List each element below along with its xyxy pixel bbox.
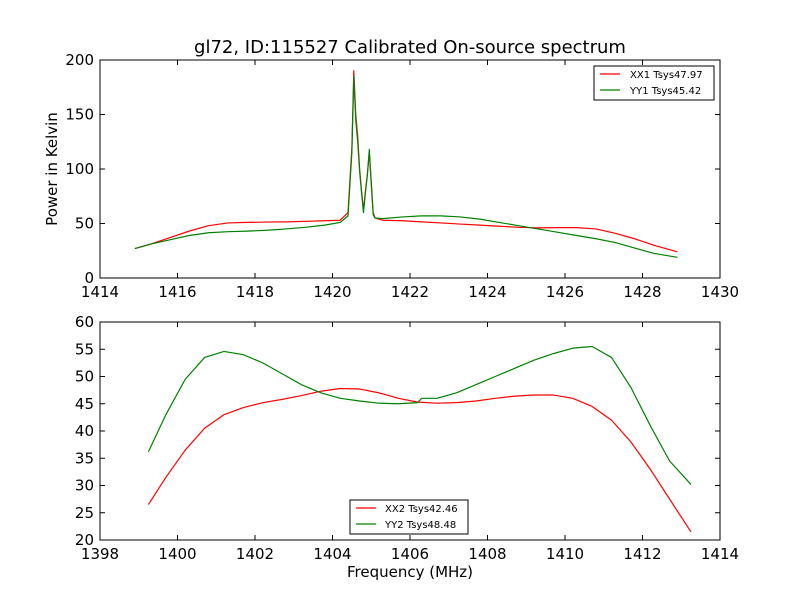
x-tick-label: 1404 (313, 545, 351, 563)
legend-label-xx1: XX1 Tsys47.97 (630, 70, 703, 81)
y-tick-label: 100 (65, 160, 94, 178)
x-tick-label: 1406 (391, 545, 429, 563)
x-tick-label: 1408 (468, 545, 506, 563)
x-tick-label: 1418 (236, 283, 274, 301)
x-tick-label: 1398 (81, 545, 119, 563)
series-line-yy1 (134, 75, 678, 258)
x-tick-label: 1430 (701, 283, 739, 301)
bottom-x-axis-label: Frequency (MHz) (347, 563, 473, 581)
top-ticks: 1414 1416 1418 1420 1422 1424 1426 1428 1430 0 50 1… (65, 51, 739, 301)
y-tick-label: 45 (75, 395, 94, 413)
y-tick-label: 50 (75, 368, 94, 386)
bottom-legend: XX2 Tsys42.46 YY2 Tsys48.48 (349, 499, 469, 535)
legend-label-yy1: YY1 Tsys45.42 (629, 86, 701, 97)
y-tick-label: 40 (75, 422, 94, 440)
top-legend-box (593, 65, 715, 101)
series-line-yy2 (147, 345, 692, 485)
x-tick-label: 1400 (158, 545, 196, 563)
figure-title: gl72, ID:115527 Calibrated On-source spe… (194, 37, 626, 58)
y-tick-label: 200 (65, 51, 94, 69)
y-tick-label: 25 (75, 504, 94, 522)
x-tick-label: 1402 (236, 545, 274, 563)
x-tick-label: 1426 (546, 283, 584, 301)
x-tick-label: 1428 (623, 283, 661, 301)
bottom-legend-box (349, 499, 469, 535)
x-tick-label: 1422 (391, 283, 429, 301)
y-tick-label: 60 (75, 313, 94, 331)
bottom-ticks: 1398 1400 1402 1404 1406 1408 1410 1412 1414 20 25… (75, 313, 739, 563)
y-tick-label: 35 (75, 449, 94, 467)
y-tick-label: 30 (75, 477, 94, 495)
y-tick-label: 50 (75, 215, 94, 233)
x-tick-label: 1410 (546, 545, 584, 563)
x-tick-label: 1416 (158, 283, 196, 301)
legend-label-yy2: YY2 Tsys48.48 (384, 520, 456, 531)
top-legend: XX1 Tsys47.97 YY1 Tsys45.42 (593, 65, 715, 101)
legend-label-xx2: XX2 Tsys42.46 (385, 504, 458, 515)
top-panel: 1414 1416 1418 1420 1422 1424 1426 1428 1430 0 50 1… (43, 51, 739, 301)
top-y-axis-label: Power in Kelvin (43, 112, 61, 226)
y-tick-label: 55 (75, 340, 94, 358)
bottom-panel: 1398 1400 1402 1404 1406 1408 1410 1412 1414 20 25… (75, 313, 739, 581)
x-tick-label: 1414 (81, 283, 119, 301)
y-tick-label: 0 (84, 269, 94, 287)
y-tick-label: 20 (75, 531, 94, 549)
x-tick-label: 1412 (623, 545, 661, 563)
bottom-series-group (147, 345, 692, 533)
x-tick-label: 1420 (313, 283, 351, 301)
x-tick-label: 1414 (701, 545, 739, 563)
top-series-group (134, 70, 678, 258)
x-tick-label: 1424 (468, 283, 506, 301)
y-tick-label: 150 (65, 106, 94, 124)
